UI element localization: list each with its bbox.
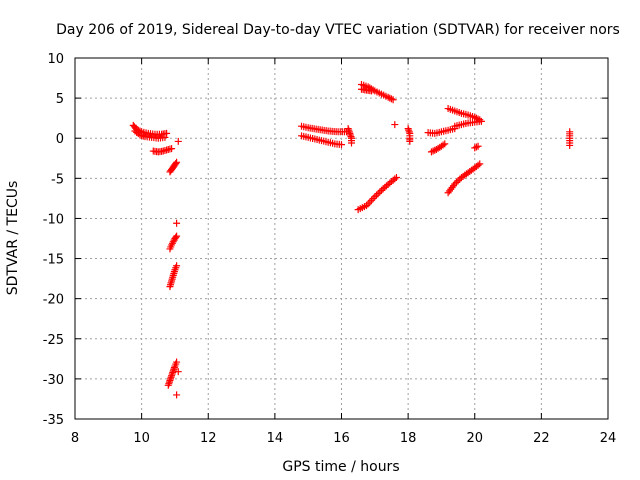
series-track-16	[357, 85, 375, 95]
series-track-23	[451, 117, 485, 130]
x-tick-label: 12	[200, 431, 217, 446]
data-point	[173, 391, 181, 399]
data-point	[174, 368, 182, 376]
data-point	[472, 143, 480, 151]
data-point	[429, 147, 437, 155]
series-track-24	[444, 160, 484, 197]
x-tick-label: 24	[600, 431, 617, 446]
series-track-11	[173, 391, 181, 399]
data-point	[427, 148, 435, 156]
series-track-17	[391, 121, 399, 129]
y-tick-label: 0	[56, 132, 64, 147]
x-tick-label: 10	[133, 431, 150, 446]
x-tick-label: 14	[267, 431, 284, 446]
chart-title: Day 206 of 2019, Sidereal Day-to-day VTE…	[56, 22, 620, 38]
data-point	[173, 219, 181, 227]
series-track-19	[404, 125, 414, 145]
y-tick-label: -20	[43, 293, 64, 308]
series-track-26	[566, 128, 574, 149]
y-tick-label: -30	[43, 373, 64, 388]
data-point	[374, 190, 382, 198]
data-point	[474, 142, 482, 150]
data-point	[168, 239, 176, 247]
data-point	[386, 94, 394, 102]
data-point	[454, 177, 462, 185]
series-track-13	[298, 132, 345, 149]
series-track-18	[354, 174, 400, 214]
data-point	[391, 121, 399, 129]
series-track-22	[444, 105, 484, 124]
data-point	[371, 193, 379, 201]
series-track-20	[424, 125, 459, 137]
x-axis-label: GPS time / hours	[282, 459, 399, 475]
data-point	[406, 137, 414, 145]
y-tick-label: -5	[51, 172, 64, 187]
data-point	[338, 141, 345, 149]
data-point	[392, 174, 400, 182]
data-points	[129, 80, 574, 399]
data-point	[477, 117, 485, 125]
x-tick-label: 16	[333, 431, 350, 446]
y-tick-label: -15	[43, 253, 64, 268]
data-point	[161, 133, 169, 141]
y-tick-label: 5	[56, 92, 64, 107]
series-track-10	[174, 368, 182, 376]
data-point	[376, 188, 384, 196]
x-tick-label: 22	[533, 431, 550, 446]
data-point	[451, 180, 459, 188]
y-tick-label: -25	[43, 333, 64, 348]
data-point	[471, 144, 479, 152]
data-point	[173, 358, 181, 366]
series-track-06	[166, 232, 181, 253]
data-point	[372, 191, 380, 199]
data-point	[474, 161, 482, 169]
data-point	[476, 160, 484, 168]
data-point	[173, 158, 181, 166]
data-point	[377, 186, 385, 194]
data-point	[347, 139, 355, 147]
data-point	[391, 175, 399, 183]
data-point	[439, 141, 447, 149]
series-track-05	[174, 137, 182, 145]
series-track-08	[166, 262, 181, 291]
x-tick-label: 18	[400, 431, 417, 446]
data-point	[174, 137, 182, 145]
data-point	[168, 145, 176, 153]
series-track-14	[344, 125, 355, 147]
series-track-03	[149, 145, 176, 156]
data-point	[441, 140, 449, 148]
y-axis-label: SDTVAR / TECUs	[5, 181, 21, 296]
data-point	[452, 178, 460, 186]
data-point	[389, 96, 397, 104]
series-track-04	[166, 158, 181, 176]
series-track-21	[427, 140, 449, 156]
y-tick-label: -35	[43, 413, 64, 428]
x-tick-label: 20	[466, 431, 483, 446]
series-track-07	[173, 219, 181, 227]
data-point	[384, 93, 392, 101]
y-tick-label: -10	[43, 212, 64, 227]
series-track-12	[298, 122, 350, 136]
axis-ticks: 8 10 12 14 16 18 20 22 24 10 5 0 -5 -10 -15 -20 -25 -30 -3…	[43, 52, 617, 446]
series-track-25	[471, 142, 482, 152]
data-point	[367, 87, 375, 95]
data-point	[169, 238, 177, 246]
data-point	[566, 141, 574, 149]
data-point	[173, 262, 181, 270]
data-point	[172, 233, 180, 241]
data-point	[163, 129, 171, 137]
data-point	[168, 241, 176, 249]
data-point	[172, 159, 180, 167]
y-tick-label: 10	[47, 52, 64, 67]
series-track-02	[131, 127, 169, 142]
data-point	[387, 95, 395, 103]
x-tick-label: 8	[71, 431, 79, 446]
data-point	[173, 232, 181, 240]
series-track-09	[164, 358, 181, 389]
